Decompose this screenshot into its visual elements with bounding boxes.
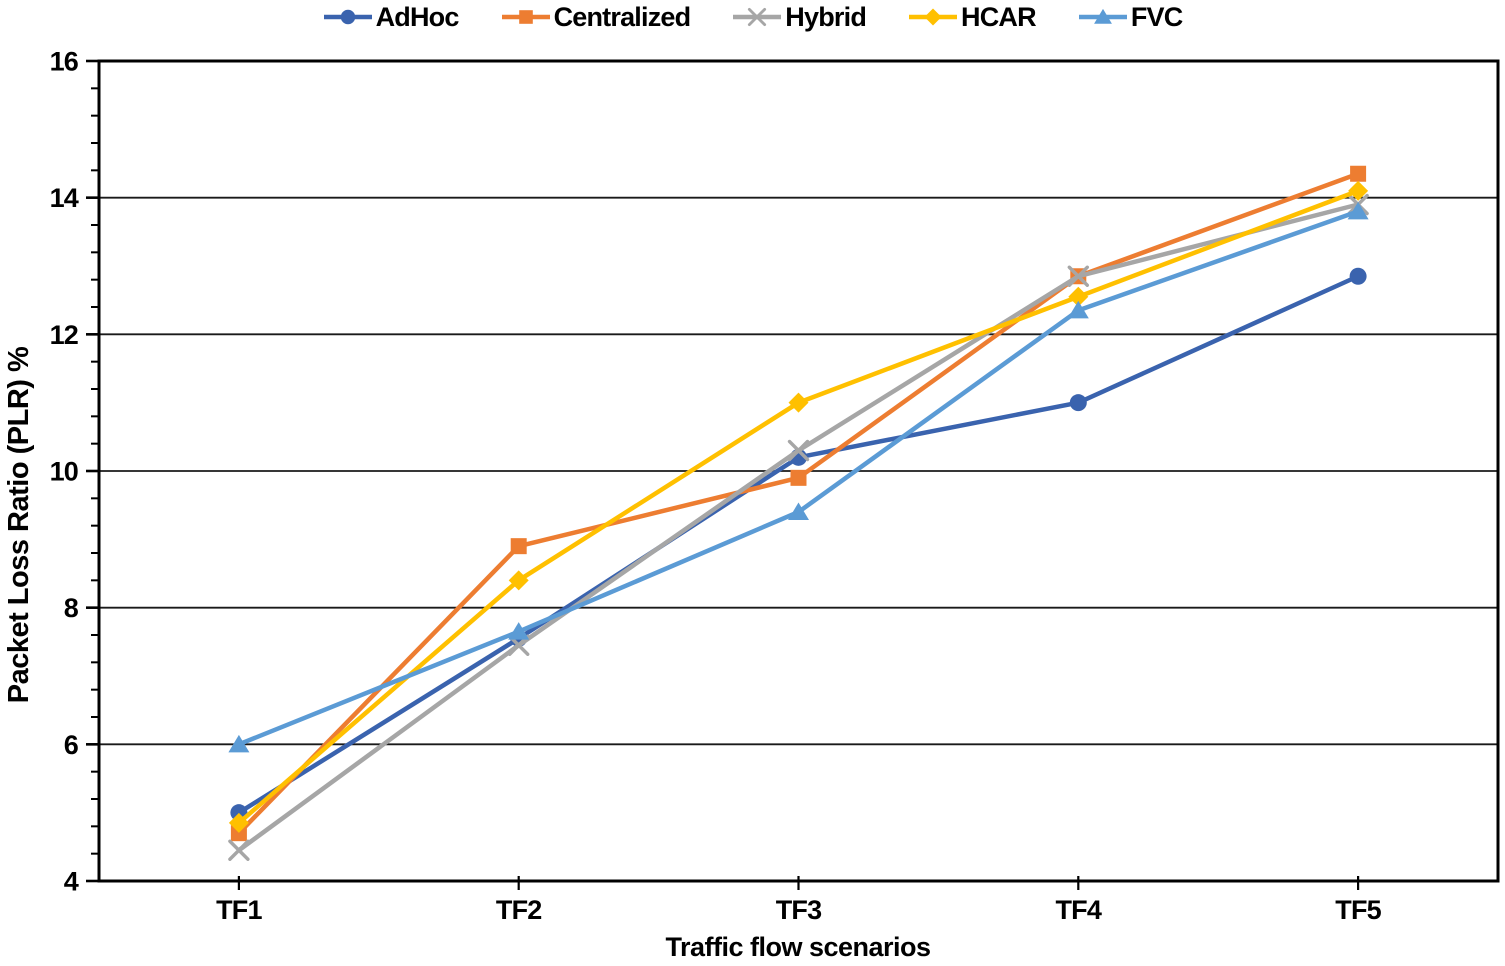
data-point-marker-square [510, 538, 527, 555]
data-point-marker-x [787, 439, 810, 462]
data-point-marker-diamond [924, 8, 942, 26]
data-point-marker-circle [340, 9, 355, 25]
legend-x-icon [733, 7, 782, 27]
legend-item-hcar: HCAR [908, 1, 1037, 33]
data-point-marker-diamond [788, 392, 809, 413]
x-tick-label: TF2 [496, 895, 542, 925]
legend-label-hcar: HCAR [961, 1, 1037, 32]
data-point-marker-circle [1349, 267, 1367, 285]
series-line-adhoc [237, 274, 1360, 815]
data-point-marker-diamond [1068, 286, 1089, 307]
data-point-marker-triangle-up [228, 734, 250, 753]
data-point-marker-x [1067, 265, 1089, 287]
legend-square-icon [501, 10, 550, 24]
x-axis-title: Traffic flow scenarios [665, 932, 930, 962]
legend-triangle-up-icon [1078, 8, 1127, 24]
legend-item-centralized: Centralized [501, 2, 691, 33]
y-tick-label: 14 [50, 183, 79, 213]
legend-diamond-icon [909, 8, 958, 26]
data-point-marker-square [790, 469, 807, 486]
data-point-marker-diamond [508, 570, 529, 591]
legend-label-adhoc: AdHoc [375, 1, 460, 32]
legend-item-fvc: FVC [1078, 2, 1183, 33]
data-point-marker-x [228, 839, 250, 861]
data-point-marker-x [748, 7, 767, 27]
y-tick-label: 8 [64, 593, 79, 623]
legend-item-adhoc: AdHoc [323, 2, 459, 33]
data-point-marker-circle [1069, 394, 1087, 412]
legend-label-centralized: Centralized [553, 1, 692, 32]
x-tick-label: TF1 [216, 895, 262, 925]
data-point-marker-triangle-up [508, 622, 530, 640]
data-point-marker-square [518, 10, 533, 24]
data-point-marker-square [230, 825, 247, 842]
x-tick-label: TF5 [1335, 895, 1381, 925]
legend-label-hybrid: Hybrid [785, 1, 867, 32]
data-point-marker-triangle-up [1347, 201, 1369, 220]
chart-legend: AdHoc Centralized Hybrid HCAR FVC [0, 0, 1505, 34]
legend-item-hybrid: Hybrid [732, 1, 867, 33]
data-point-marker-triangle-up [788, 502, 809, 520]
y-tick-label: 12 [50, 320, 78, 350]
data-point-marker-triangle-up [1067, 300, 1089, 319]
y-axis-title: Packet Loss Ratio (PLR) % [3, 346, 35, 703]
y-tick-label: 10 [50, 457, 78, 487]
legend-circle-icon [323, 9, 372, 25]
x-tick-label: TF4 [1055, 895, 1101, 925]
plot-area: 4 6 8 10 12 14 16 TF1 TF2 TF3 TF4 TF5 [50, 47, 1500, 925]
data-point-marker-square [1350, 165, 1367, 182]
data-point-marker-diamond [228, 812, 249, 833]
data-point-marker-diamond [1348, 180, 1369, 201]
legend-label-fvc: FVC [1130, 1, 1183, 32]
y-tick-label: 16 [50, 47, 79, 77]
y-tick-label: 6 [64, 730, 79, 760]
series-line-hybrid [237, 202, 1359, 853]
y-tick-label: 4 [64, 867, 79, 897]
x-tick-label: TF3 [776, 895, 822, 925]
data-point-marker-triangle-up [1093, 8, 1112, 24]
